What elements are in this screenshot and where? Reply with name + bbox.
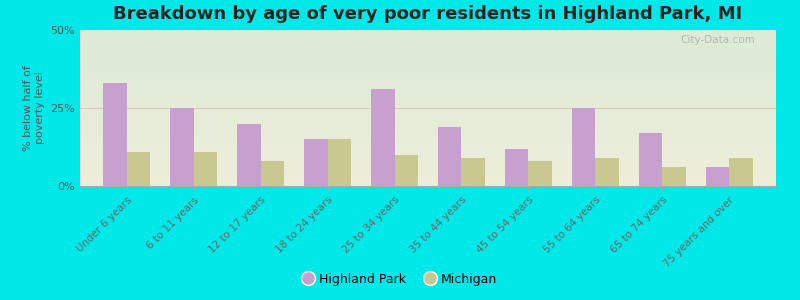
Y-axis label: % below half of
poverty level: % below half of poverty level (23, 65, 45, 151)
Text: City-Data.com: City-Data.com (680, 35, 755, 45)
Bar (595, 158, 618, 186)
Bar (394, 155, 418, 186)
Bar (103, 83, 127, 186)
Bar (438, 127, 462, 186)
Bar (194, 152, 217, 186)
Title: Breakdown by age of very poor residents in Highland Park, MI: Breakdown by age of very poor residents … (114, 5, 742, 23)
Bar (572, 108, 595, 186)
Bar (371, 89, 394, 186)
Bar (238, 124, 261, 186)
Bar (261, 161, 284, 186)
Bar (639, 133, 662, 186)
Bar (729, 158, 753, 186)
Bar (528, 161, 552, 186)
Bar (505, 148, 528, 186)
Bar (170, 108, 194, 186)
Bar (127, 152, 150, 186)
Bar (706, 167, 729, 186)
Legend: Highland Park, Michigan: Highland Park, Michigan (298, 268, 502, 291)
Bar (662, 167, 686, 186)
Bar (304, 139, 328, 186)
Bar (328, 139, 351, 186)
Bar (462, 158, 485, 186)
